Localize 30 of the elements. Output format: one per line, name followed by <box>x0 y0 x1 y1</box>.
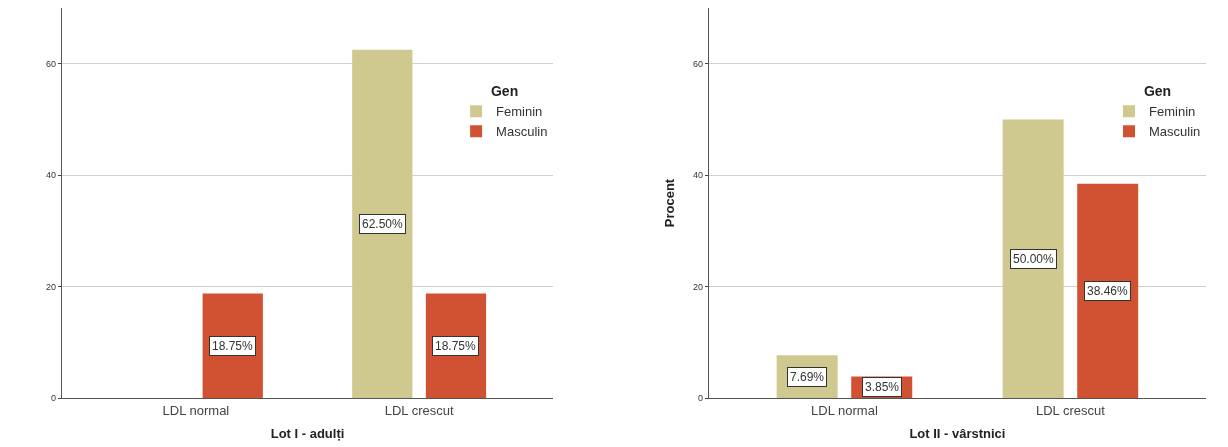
data-label: 3.85% <box>865 380 900 394</box>
y-axis-title: Procent <box>661 178 677 228</box>
data-label: 7.69% <box>790 370 825 384</box>
y-tick-label: 20 <box>693 281 704 292</box>
legend-title: Gen <box>490 83 519 100</box>
legend-label: Masculin <box>1149 124 1201 140</box>
legend-label: Feminin <box>1149 104 1196 120</box>
data-label: 62.50% <box>362 217 404 231</box>
y-tick-label: 0 <box>698 393 704 404</box>
y-tick-label: 60 <box>46 58 57 69</box>
data-label: 38.46% <box>1087 284 1129 298</box>
y-tick-label: 40 <box>46 170 57 181</box>
x-tick-label: LDL normal <box>811 402 878 418</box>
bar <box>1002 119 1064 398</box>
y-tick-label: 0 <box>51 393 57 404</box>
x-tick-label: LDL normal <box>162 402 230 418</box>
y-tick-label: 20 <box>46 281 57 292</box>
x-axis-title: Lot II - vârstnici <box>909 426 1006 442</box>
data-label: 18.75% <box>435 339 477 353</box>
x-tick-label: LDL crescut <box>384 402 454 418</box>
data-label: 50.00% <box>1013 252 1055 266</box>
legend-title: Gen <box>1143 83 1172 100</box>
data-label: 18.75% <box>212 339 254 353</box>
bar <box>1077 183 1139 398</box>
y-tick-label: 60 <box>693 58 704 69</box>
legend-label: Masculin <box>496 124 548 140</box>
x-axis-title: Lot I - adulți <box>270 426 345 442</box>
y-tick-label: 40 <box>693 170 704 181</box>
x-tick-label: LDL crescut <box>1035 402 1106 418</box>
legend-label: Feminin <box>496 104 543 120</box>
